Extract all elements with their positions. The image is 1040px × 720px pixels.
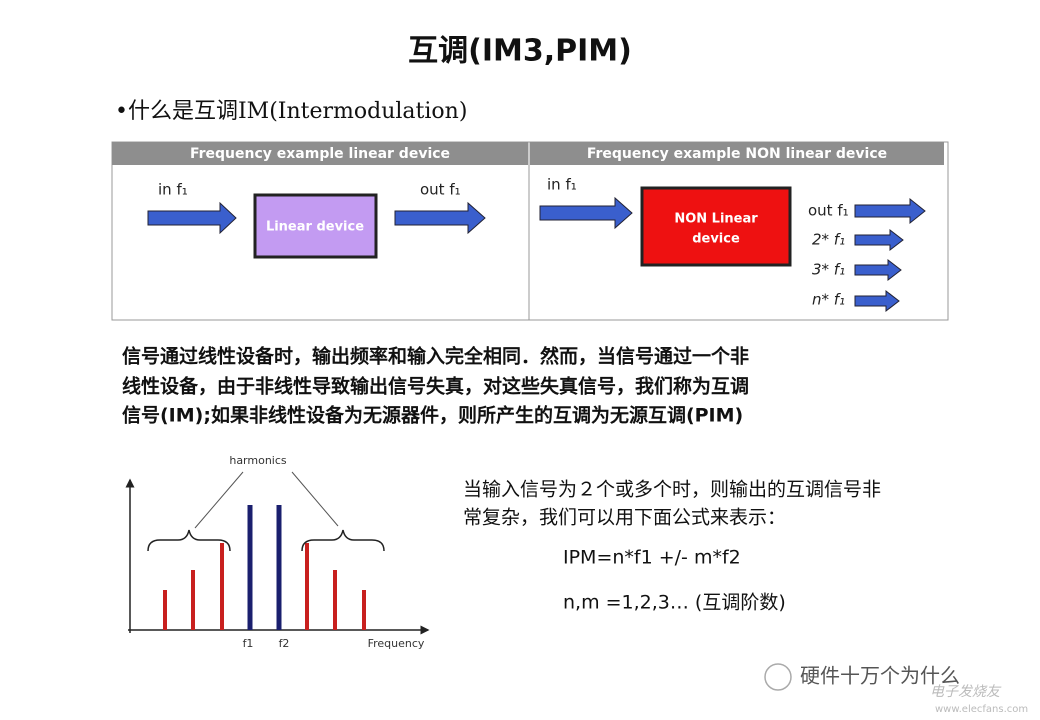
- watermark: www.elecfans.com: [935, 704, 1028, 715]
- formula-note: n,m =1,2,3… (互调阶数): [563, 592, 786, 614]
- paragraph-line: 线性设备，由于非线性导致输出信号失真，对这些失真信号，我们称为互调: [122, 375, 749, 398]
- device-label: device: [692, 232, 740, 247]
- output-label: n* f₁: [812, 291, 845, 309]
- description-line: 当输入信号为２个或多个时，则输出的互调信号非: [463, 479, 881, 501]
- figure: Frequency example linear device Frequenc…: [111, 141, 949, 321]
- description-line: 常复杂，我们可以用下面公式来表示：: [463, 507, 786, 529]
- paragraph-line: 信号(IM);如果非线性设备为无源器件，则所产生的互调为无源互调(PIM): [122, 404, 743, 427]
- output-label: out f₁: [808, 202, 849, 220]
- input-label: in f₁: [547, 176, 577, 194]
- output-label: 3* f₁: [812, 261, 845, 279]
- watermark: 电子发烧友: [930, 684, 1002, 700]
- pointer: [194, 471, 244, 529]
- panel-title: Frequency example NON linear device: [587, 146, 887, 162]
- bullet: •什么是互调IM(Intermodulation): [115, 99, 467, 124]
- arrow: [854, 289, 900, 313]
- paragraph-line: 信号通过线性设备时，输出频率和输入完全相同．然而，当信号通过一个非: [122, 345, 749, 368]
- input-label: in f₁: [158, 181, 188, 199]
- panel-header: [112, 142, 528, 165]
- device-label: Linear device: [266, 220, 364, 235]
- linear-device-box: [253, 193, 378, 259]
- arrow: [539, 196, 633, 230]
- figure-frame: [111, 141, 949, 321]
- slide-title: 互调(IM3,PIM): [408, 34, 632, 69]
- panel-title: Frequency example linear device: [190, 146, 450, 162]
- spectrum-diagram: harmonics f1 f2 Frequency: [125, 454, 430, 650]
- formula: IPM=n*f1 +/- m*f2: [563, 547, 741, 569]
- nonlinear-device-box: [640, 186, 792, 267]
- arrow: [854, 258, 902, 282]
- pointer: [291, 471, 339, 527]
- watermark-icon: [764, 663, 792, 691]
- f1-label: f1: [243, 637, 254, 650]
- arrow: [394, 201, 486, 235]
- device-label: NON Linear: [674, 212, 758, 227]
- f2-label: f2: [279, 637, 290, 650]
- x-axis-label: Frequency: [368, 637, 425, 650]
- brace: [147, 529, 231, 552]
- arrow: [854, 228, 904, 252]
- brace: [301, 529, 385, 552]
- arrow: [854, 197, 926, 225]
- output-label: out f₁: [420, 181, 461, 199]
- watermark: 硬件十万个为什么: [800, 664, 960, 688]
- harmonics-label: harmonics: [229, 454, 287, 467]
- panel-header: [530, 142, 944, 165]
- arrow: [147, 201, 237, 235]
- output-label: 2* f₁: [812, 231, 845, 249]
